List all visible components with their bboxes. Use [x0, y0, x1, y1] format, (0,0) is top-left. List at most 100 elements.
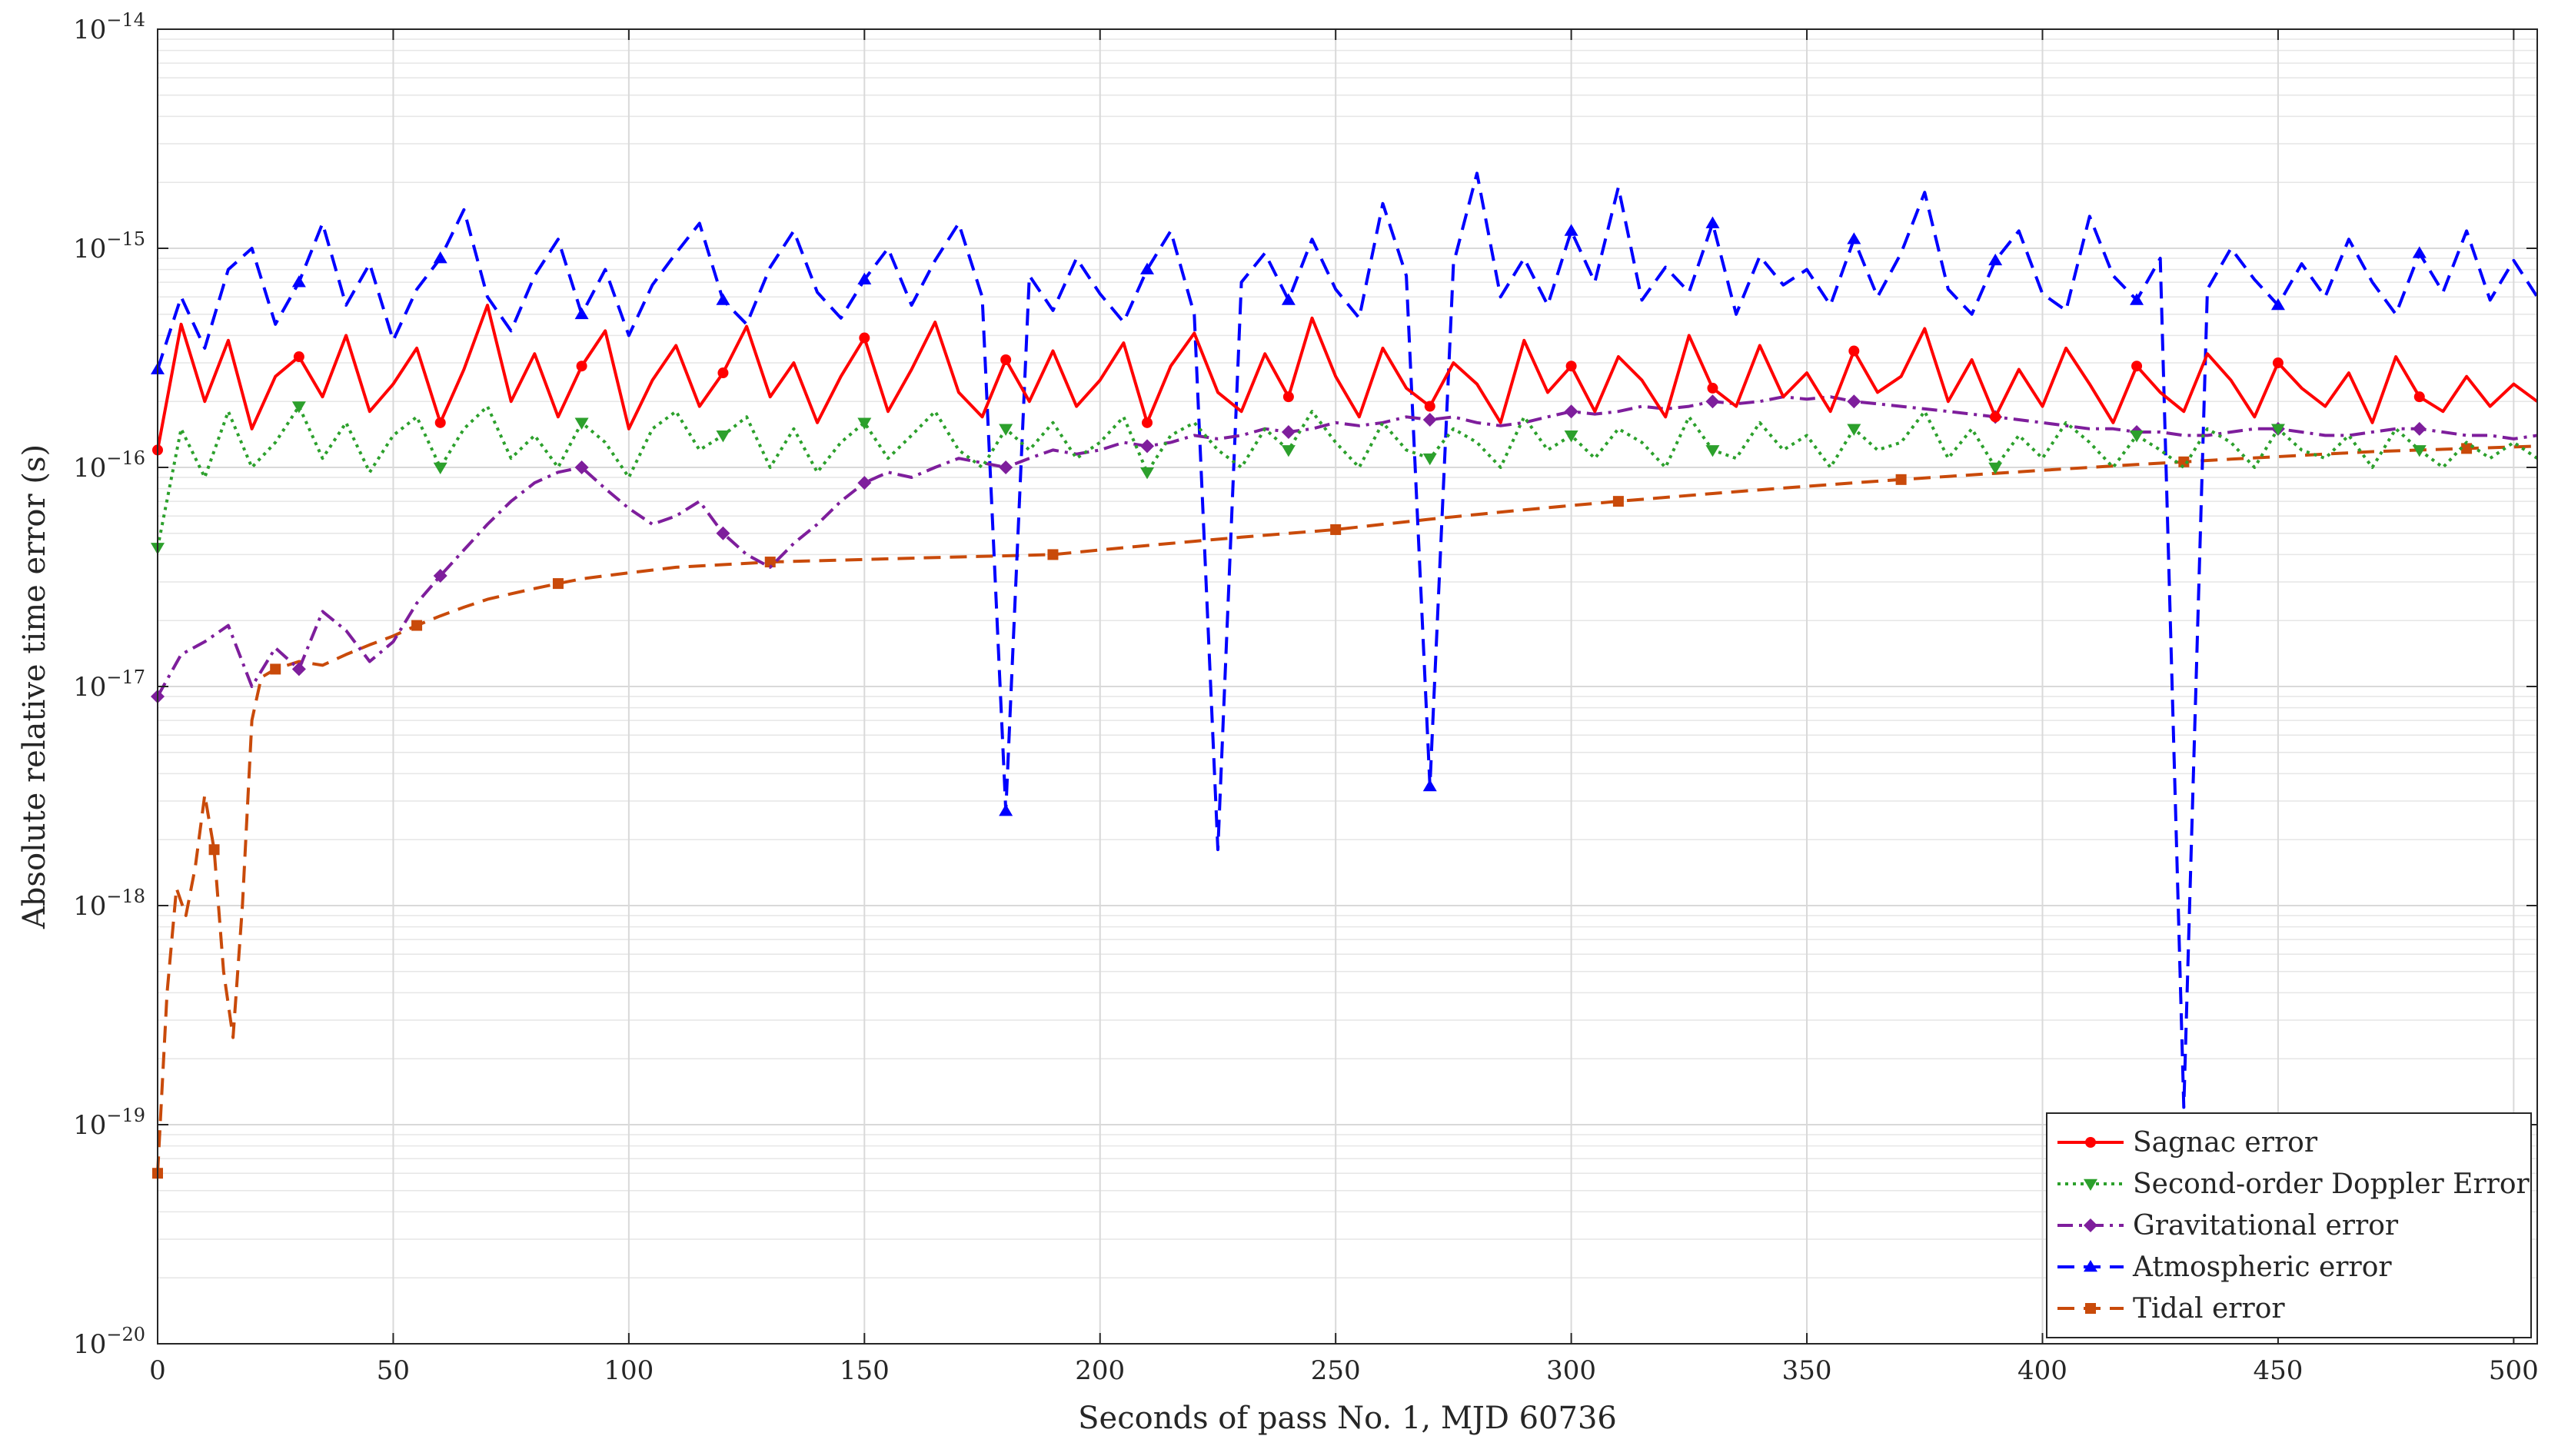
y-tick-label: 10−20 — [73, 1324, 145, 1360]
x-tick-label: 0 — [149, 1355, 166, 1386]
x-tick-label: 100 — [604, 1355, 654, 1386]
legend-label: Second-order Doppler Error — [2133, 1168, 2530, 1200]
series-marker — [1565, 361, 1577, 372]
series-marker — [434, 417, 446, 428]
series-marker — [2272, 357, 2284, 369]
series-marker — [716, 526, 730, 540]
series-marker — [576, 361, 587, 372]
series-marker — [2130, 430, 2144, 443]
legend-label: Gravitational error — [2133, 1210, 2399, 1242]
series-marker — [1330, 524, 1342, 535]
series-line — [156, 304, 2539, 450]
series-marker — [2412, 246, 2427, 258]
series-marker — [2130, 293, 2144, 305]
series-marker — [2270, 298, 2285, 311]
series-marker — [1422, 413, 1437, 427]
series-marker — [270, 663, 281, 675]
series-marker — [1282, 391, 1294, 403]
x-tick-label: 200 — [1075, 1355, 1125, 1386]
y-tick-label: 10−18 — [73, 886, 145, 922]
x-tick-label: 350 — [1782, 1355, 1832, 1386]
series-marker — [1140, 467, 1155, 480]
x-tick-label: 150 — [840, 1355, 890, 1386]
legend-item: Atmospheric error — [2057, 1252, 2392, 1283]
series-marker — [433, 462, 447, 474]
series-marker — [291, 401, 306, 414]
series-marker — [1707, 382, 1718, 394]
series-marker — [291, 662, 306, 676]
legend-swatch-marker — [2084, 1260, 2097, 1272]
series-marker — [1281, 425, 1296, 440]
series-marker — [2131, 361, 2143, 372]
legend-box — [2046, 1112, 2532, 1338]
series-line — [156, 444, 2538, 1174]
series-marker — [764, 557, 776, 568]
y-tick-label: 10−14 — [73, 9, 145, 45]
series-marker — [1000, 354, 1012, 365]
series-marker — [1848, 345, 1860, 357]
series-marker — [999, 424, 1013, 436]
series-marker — [433, 251, 447, 264]
series-marker — [999, 460, 1013, 474]
series-marker — [291, 275, 306, 288]
legend-label: Atmospheric error — [2132, 1252, 2392, 1283]
series-marker — [1705, 394, 1720, 409]
series-marker — [2270, 424, 2285, 436]
series-marker — [1422, 779, 1437, 792]
series-marker — [574, 417, 589, 430]
legend-item: Second-order Doppler Error — [2057, 1168, 2530, 1200]
x-tick-label: 50 — [377, 1355, 410, 1386]
series-layer — [151, 171, 2539, 1179]
series-marker — [1424, 401, 1435, 412]
series-marker — [2178, 456, 2190, 467]
series-marker — [716, 430, 730, 443]
series-marker — [433, 569, 447, 583]
legend-swatch-marker — [2085, 1303, 2096, 1314]
x-tick-label: 450 — [2253, 1355, 2303, 1386]
y-tick-label: 10−16 — [73, 447, 145, 484]
series-marker — [717, 367, 729, 379]
series-marker — [1422, 453, 1437, 466]
legend-item: Sagnac error — [2057, 1127, 2318, 1158]
series-marker — [1564, 224, 1578, 236]
series-marker — [1281, 445, 1296, 457]
series-line — [156, 171, 2539, 1109]
series-marker — [1142, 417, 1153, 428]
x-axis-label: Seconds of pass No. 1, MJD 60736 — [1078, 1401, 1617, 1436]
grid-layer — [157, 28, 2537, 1345]
series-marker — [574, 460, 589, 474]
series-marker — [857, 417, 872, 430]
series-marker — [1047, 549, 1059, 560]
x-tick-label: 500 — [2489, 1355, 2539, 1386]
legend-swatch-marker — [2084, 1178, 2097, 1191]
series-marker — [1564, 404, 1578, 419]
y-tick-label: 10−17 — [73, 667, 145, 703]
y-tick-label: 10−19 — [73, 1105, 145, 1141]
legend-item: Gravitational error — [2057, 1210, 2399, 1242]
series-marker — [1281, 293, 1296, 305]
series-marker — [208, 844, 220, 856]
series-marker — [1988, 253, 2003, 266]
legend-swatch-marker — [2085, 1137, 2096, 1148]
legend-item: Tidal error — [2057, 1293, 2285, 1325]
y-axis-label: Absolute relative time error (s) — [17, 444, 52, 929]
series-marker — [574, 307, 589, 320]
legend: Sagnac error Second-order Doppler Error Gr… — [2046, 1112, 2532, 1338]
series-marker — [2412, 421, 2427, 436]
x-tick-label: 400 — [2017, 1355, 2067, 1386]
series-marker — [1988, 462, 2003, 474]
series-marker — [1990, 411, 2001, 423]
tick-layer: 0 50 100 150 200 250 300 350 400 450 500 10−20 10−19… — [73, 9, 2539, 1386]
series-marker — [1612, 496, 1624, 507]
series-marker — [411, 620, 423, 631]
series-4 — [151, 171, 2539, 1109]
series-marker — [1847, 424, 1861, 436]
series-marker — [857, 476, 872, 490]
series-marker — [1705, 445, 1720, 457]
series-1 — [152, 304, 2539, 456]
series-marker — [2412, 445, 2427, 457]
legend-swatch-marker — [2084, 1218, 2097, 1232]
series-marker — [1895, 474, 1907, 485]
series-marker — [1705, 216, 1720, 228]
